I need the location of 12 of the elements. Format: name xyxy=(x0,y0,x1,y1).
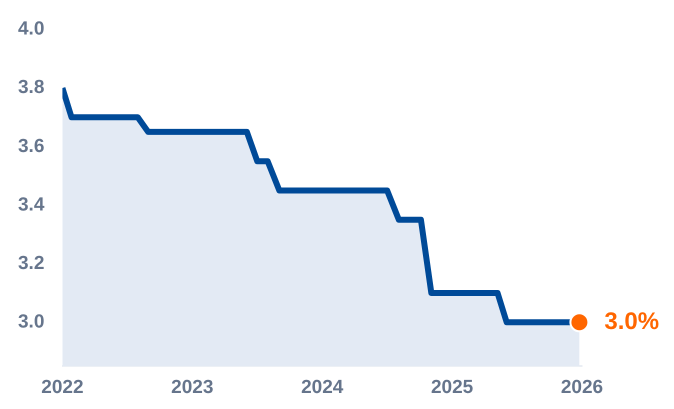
x-tick-label: 2026 xyxy=(560,376,604,398)
x-tick-label: 2024 xyxy=(301,376,344,398)
y-tick-label: 3.6 xyxy=(18,136,44,157)
annotation: 3.0% xyxy=(604,308,660,335)
y-tick-label: 3.4 xyxy=(18,194,45,216)
y-tick-label: 3.2 xyxy=(18,252,44,274)
y-tick-label: 4.0 xyxy=(18,18,44,40)
x-tick-label: 2023 xyxy=(171,376,214,398)
x-tick-label: 2025 xyxy=(430,376,474,398)
x-tick-label: 2022 xyxy=(41,376,84,398)
y-tick-label: 3.0 xyxy=(18,312,44,333)
y-tick-label: 3.8 xyxy=(18,77,44,98)
